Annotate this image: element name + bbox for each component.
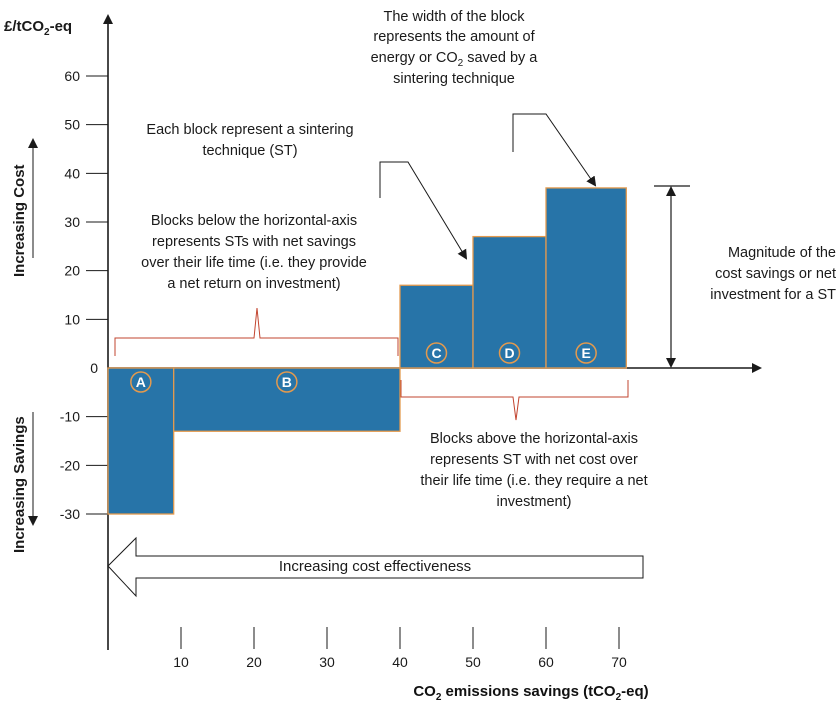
y-tick-label: 20 [64,263,80,279]
y-axis-title: £/tCO2-eq [4,18,72,38]
block-b-label-circle [276,371,298,393]
y-tick-label: 30 [64,214,80,230]
x-tick-label: 40 [392,654,408,670]
width-annotation: The width of the block represents the am… [371,9,539,87]
increasing-cost-label: Increasing Cost [11,164,28,277]
y-tick-label: 40 [64,165,80,181]
svg-text:energy or CO2 saved by a: energy or CO2 saved by a [371,50,539,69]
svg-text:sintering technique: sintering technique [393,71,515,87]
svg-text:a net return on investment): a net return on investment) [167,276,340,292]
magnitude-annotation: Magnitude of the cost savings or net inv… [710,245,836,303]
block-e-label: E [581,345,590,361]
x-tick-label: 10 [173,654,189,670]
x-ticks: 10 20 30 40 50 60 70 [173,627,627,670]
svg-text:The width of the block: The width of the block [383,9,525,25]
svg-text:technique (ST): technique (ST) [202,143,297,159]
svg-text:represents ST with net cost ov: represents ST with net cost over [430,452,638,468]
y-tick-label: 10 [64,311,80,327]
svg-text:Magnitude of the: Magnitude of the [728,245,836,261]
y-tick-label: -30 [60,506,80,522]
svg-text:investment): investment) [497,494,572,510]
x-tick-label: 60 [538,654,554,670]
x-tick-label: 50 [465,654,481,670]
each-block-callout-line [379,161,468,260]
y-tick-label: -10 [60,409,80,425]
y-tick-label: 0 [90,360,98,376]
block-c-label: C [431,345,441,361]
blocks: A B C D E [107,187,627,515]
block-e-label-circle [575,342,597,364]
block-c-label-circle [425,342,448,364]
svg-text:Blocks below the horizontal-ax: Blocks below the horizontal-axis [151,213,357,229]
block-a-label-circle [130,371,152,393]
y-ticks: 60 50 40 30 20 10 0 -10 -20 -30 [60,68,108,522]
x-tick-label: 30 [319,654,335,670]
block-a-label: A [136,374,146,390]
block-b [173,367,401,432]
y-tick-label: 50 [64,117,80,133]
cost-effectiveness-label: Increasing cost effectiveness [279,558,471,575]
svg-text:cost savings or net: cost savings or net [715,266,836,282]
svg-text:Blocks above the horizontal-ax: Blocks above the horizontal-axis [430,431,638,447]
brace-above-blocks [400,380,629,421]
each-block-annotation: Each block represent a sintering techniq… [146,122,353,159]
block-e [545,187,627,369]
block-d-label-circle [498,342,521,364]
increasing-savings-label: Increasing Savings [11,416,28,553]
block-d [472,235,547,369]
below-axis-annotation: Blocks below the horizontal-axis represe… [141,213,367,292]
y-tick-label: -20 [60,457,80,473]
svg-text:Each block represent a sinteri: Each block represent a sintering [146,122,353,138]
svg-text:represents STs with net saving: represents STs with net savings [152,234,356,250]
above-axis-annotation: Blocks above the horizontal-axis represe… [420,431,647,510]
x-tick-label: 20 [246,654,262,670]
cost-effectiveness-arrow [107,536,644,598]
width-callout-line [512,113,597,187]
svg-text:their life time (i.e. they req: their life time (i.e. they require a net [420,473,647,489]
brace-below-blocks [114,307,399,356]
block-b-label: B [282,374,292,390]
x-axis-title: CO2 emissions savings (tCO2-eq) [413,683,648,703]
block-d-label: D [504,345,514,361]
y-tick-label: 60 [64,68,80,84]
svg-text:represents the amount of: represents the amount of [373,29,535,45]
x-tick-label: 70 [611,654,627,670]
svg-text:over their life time (i.e. the: over their life time (i.e. they provide [141,255,367,271]
svg-text:investment for a ST: investment for a ST [710,287,836,303]
